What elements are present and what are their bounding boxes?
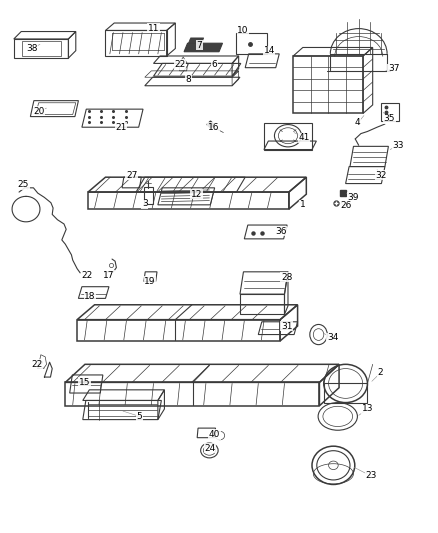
Text: 6: 6: [212, 60, 218, 69]
Text: 10: 10: [237, 26, 249, 35]
Text: 4: 4: [355, 118, 360, 127]
Text: 8: 8: [186, 75, 191, 84]
Text: 13: 13: [362, 405, 373, 414]
Text: 26: 26: [341, 201, 352, 211]
Text: 39: 39: [348, 193, 359, 202]
Text: 17: 17: [103, 271, 115, 279]
Text: 11: 11: [148, 24, 159, 33]
Text: 27: 27: [126, 171, 138, 180]
Text: 2: 2: [378, 368, 383, 377]
Text: 7: 7: [197, 41, 202, 50]
Text: 36: 36: [275, 227, 287, 236]
Text: 32: 32: [376, 171, 387, 180]
Text: 18: 18: [85, 292, 96, 301]
Text: 5: 5: [137, 412, 142, 421]
Text: 15: 15: [79, 378, 90, 387]
Polygon shape: [188, 38, 204, 43]
Text: 21: 21: [115, 123, 127, 132]
Text: 35: 35: [384, 114, 395, 123]
Polygon shape: [184, 43, 223, 52]
Text: 22: 22: [174, 60, 185, 69]
Text: 22: 22: [81, 271, 93, 279]
Text: 24: 24: [205, 444, 216, 453]
Text: 3: 3: [142, 199, 148, 208]
Text: 37: 37: [388, 64, 399, 73]
Text: 19: 19: [144, 277, 156, 286]
Text: 33: 33: [392, 141, 404, 150]
Text: 28: 28: [281, 273, 292, 281]
Text: 31: 31: [281, 321, 293, 330]
Text: 14: 14: [264, 46, 275, 55]
Text: 41: 41: [298, 133, 310, 142]
Text: 34: 34: [327, 333, 338, 342]
Text: 23: 23: [365, 472, 377, 480]
Text: 25: 25: [18, 180, 29, 189]
Text: 22: 22: [31, 360, 42, 369]
Text: 20: 20: [33, 107, 45, 116]
Text: 12: 12: [191, 190, 202, 199]
Text: 16: 16: [208, 123, 219, 132]
Text: 38: 38: [26, 44, 38, 53]
Text: 1: 1: [300, 200, 306, 209]
Text: 40: 40: [209, 430, 220, 439]
